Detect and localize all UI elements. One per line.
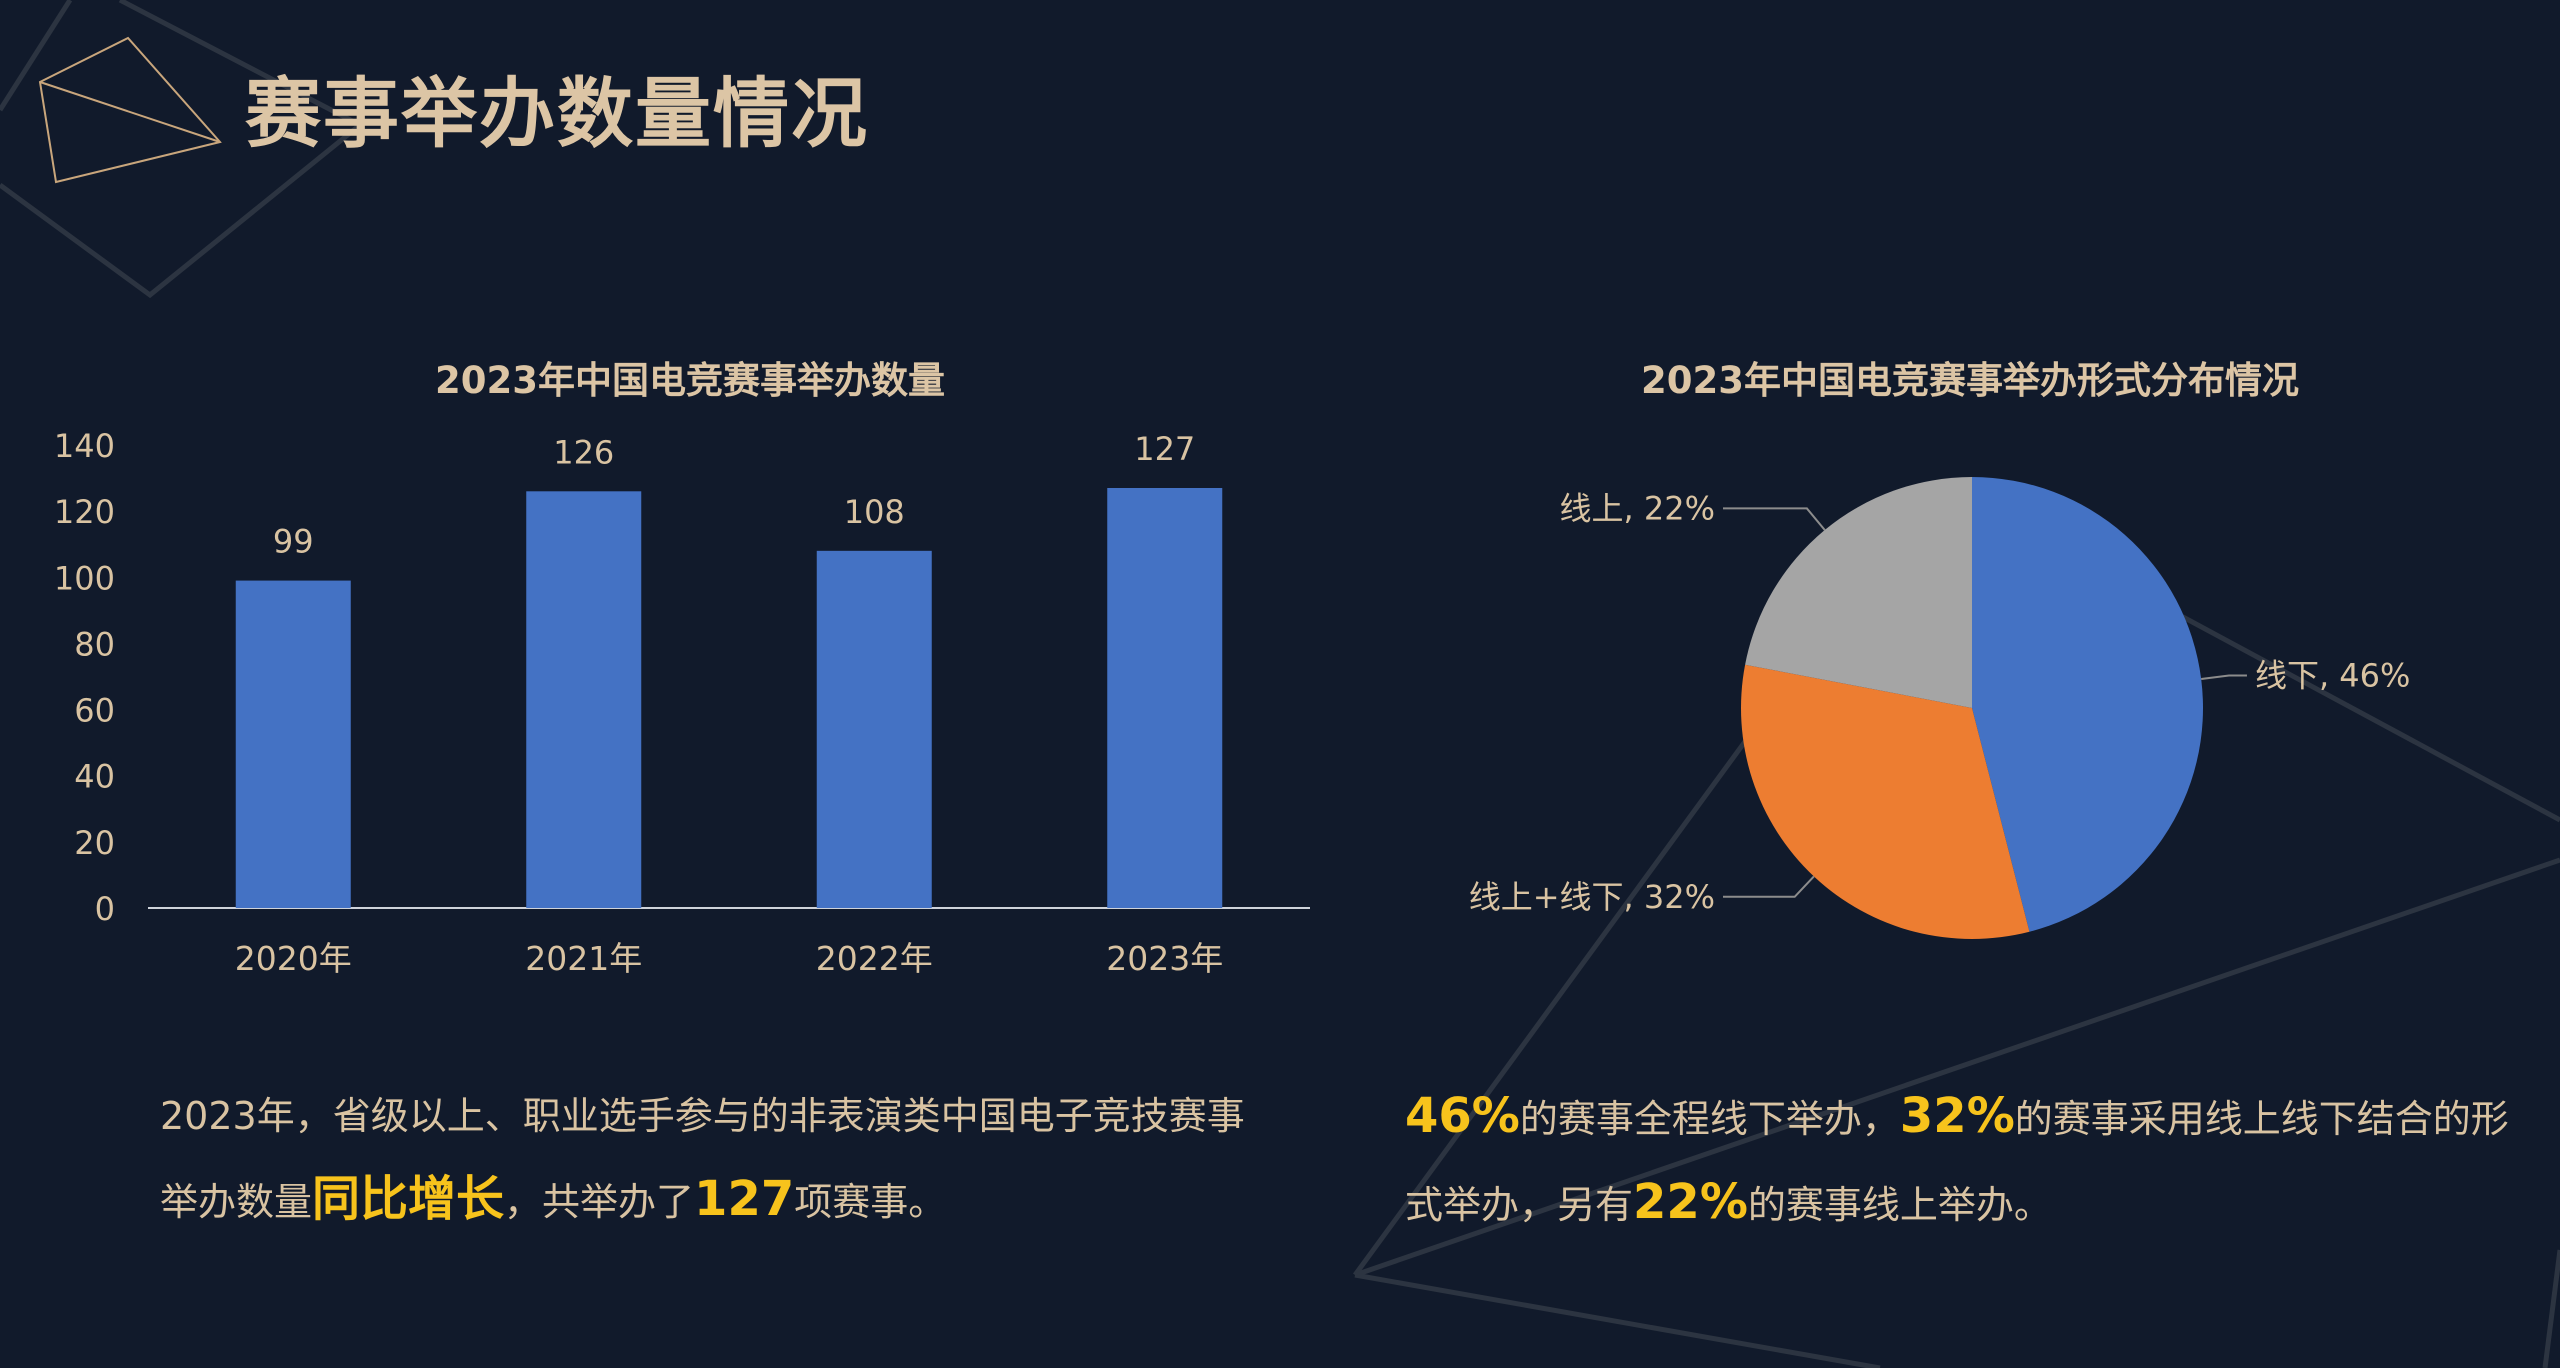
x-tick-label: 2023年: [1106, 939, 1223, 978]
pie-chart-title: 2023年中国电竞赛事举办形式分布情况: [1641, 359, 2299, 402]
highlight-percent: 22%: [1633, 1174, 1748, 1230]
summary-text: 2023年，省级以上、职业选手参与的非表演类中国电子竞技赛事举办数量: [160, 1094, 1245, 1224]
bar: [816, 550, 932, 908]
y-tick-label: 0: [95, 890, 115, 928]
page-title: 赛事举办数量情况: [245, 69, 869, 158]
data-label: 99: [273, 523, 314, 561]
bar: [235, 580, 351, 908]
y-tick-label: 140: [54, 427, 115, 465]
summary-text: 的赛事线上举办。: [1747, 1183, 2052, 1227]
x-tick-label: 2022年: [816, 939, 933, 978]
left-summary-text: 2023年，省级以上、职业选手参与的非表演类中国电子竞技赛事举办数量同比增长，共…: [160, 1075, 1260, 1244]
highlight-text: 同比增长: [312, 1171, 505, 1227]
y-tick-label: 120: [54, 493, 115, 531]
summary-text: 的赛事采用线上线下结合的形式举办，另有: [1405, 1097, 2509, 1227]
triangle-logo-icon: [38, 36, 222, 184]
summary-text: 的赛事全程线下举办，: [1519, 1097, 1900, 1141]
x-tick-label: 2020年: [235, 939, 352, 978]
right-summary-text: 46%的赛事全程线下举办，32%的赛事采用线上线下结合的形式举办，另有22%的赛…: [1405, 1075, 2545, 1247]
bar-chart-title: 2023年中国电竞赛事举办数量: [435, 359, 945, 402]
y-tick-label: 100: [54, 559, 115, 597]
highlight-percent: 46%: [1405, 1088, 1520, 1144]
bar: [1107, 487, 1223, 908]
data-label: 108: [844, 493, 905, 531]
y-tick-label: 80: [74, 625, 115, 663]
y-tick-label: 20: [74, 824, 115, 862]
y-tick-label: 60: [74, 692, 115, 730]
bar: [526, 491, 642, 908]
highlight-number: 127: [694, 1171, 795, 1227]
data-label: 126: [553, 433, 614, 471]
bar-chart: 0 20 40 60 80 100 120 140 99 2020年 126 2021年 108 2022…: [54, 427, 1310, 978]
summary-text: ，共举办了: [504, 1180, 695, 1224]
y-tick-label: 40: [74, 758, 115, 796]
summary-text: 项赛事。: [794, 1180, 947, 1224]
data-label: 127: [1134, 430, 1195, 468]
x-tick-label: 2021年: [525, 939, 642, 978]
highlight-percent: 32%: [1899, 1088, 2015, 1144]
